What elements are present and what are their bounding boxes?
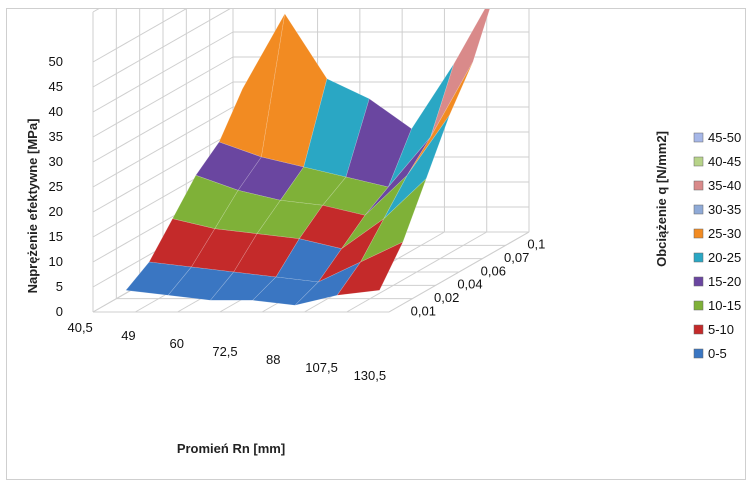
x-tick-label: 40,5 — [67, 320, 92, 335]
z-tick-label: 35 — [49, 129, 63, 144]
y-tick-label: 0,06 — [481, 263, 506, 278]
z-tick-label: 50 — [49, 54, 63, 69]
legend-item: 35-40 — [694, 178, 741, 193]
x-tick-label: 130,5 — [354, 368, 387, 383]
surface-chart: 0 5 10 15 20 25 30 35 40 45 50 40,5 49 60 72,5 88 107,5… — [7, 9, 747, 481]
z-tick-label: 30 — [49, 154, 63, 169]
legend-label: 5-10 — [708, 322, 734, 337]
chart-frame: 0 5 10 15 20 25 30 35 40 45 50 40,5 49 60 72,5 88 107,5… — [6, 8, 746, 480]
legend-item: 40-45 — [694, 154, 741, 169]
legend-swatch — [694, 181, 703, 190]
legend-swatch — [694, 133, 703, 142]
legend-swatch — [694, 325, 703, 334]
x-axis-title: Promień Rn [mm] — [177, 441, 285, 456]
legend: 45-50 40-45 35-40 30-35 25-30 20-25 15-20 10-15… — [694, 130, 741, 361]
legend-label: 40-45 — [708, 154, 741, 169]
y-tick-label: 0,07 — [504, 250, 529, 265]
y-tick-label: 0,02 — [434, 290, 459, 305]
legend-label: 10-15 — [708, 298, 741, 313]
z-axis-title: Naprężenie efektywne [MPa] — [25, 119, 40, 294]
legend-item: 20-25 — [694, 250, 741, 265]
y-tick-label: 0,1 — [527, 237, 545, 252]
x-tick-label: 72,5 — [212, 344, 237, 359]
legend-item: 25-30 — [694, 226, 741, 241]
legend-item: 15-20 — [694, 274, 741, 289]
x-tick-labels: 40,5 49 60 72,5 88 107,5 130,5 — [67, 320, 386, 383]
legend-label: 30-35 — [708, 202, 741, 217]
legend-item: 5-10 — [694, 322, 734, 337]
legend-label: 20-25 — [708, 250, 741, 265]
x-tick-label: 60 — [169, 336, 183, 351]
z-tick-labels: 0 5 10 15 20 25 30 35 40 45 50 — [49, 54, 63, 319]
legend-swatch — [694, 205, 703, 214]
z-tick-label: 20 — [49, 204, 63, 219]
legend-label: 35-40 — [708, 178, 741, 193]
y-tick-label: 0,01 — [411, 303, 436, 318]
legend-swatch — [694, 277, 703, 286]
z-tick-label: 45 — [49, 79, 63, 94]
x-tick-label: 107,5 — [305, 360, 338, 375]
legend-label: 25-30 — [708, 226, 741, 241]
z-tick-label: 25 — [49, 179, 63, 194]
legend-item: 0-5 — [694, 346, 727, 361]
legend-item: 30-35 — [694, 202, 741, 217]
z-tick-label: 5 — [56, 279, 63, 294]
legend-label: 15-20 — [708, 274, 741, 289]
x-tick-label: 88 — [266, 352, 280, 367]
legend-swatch — [694, 301, 703, 310]
legend-swatch — [694, 253, 703, 262]
z-tick-label: 10 — [49, 254, 63, 269]
legend-label: 0-5 — [708, 346, 727, 361]
legend-label: 45-50 — [708, 130, 741, 145]
z-tick-label: 0 — [56, 304, 63, 319]
z-tick-label: 40 — [49, 104, 63, 119]
legend-swatch — [694, 229, 703, 238]
legend-swatch — [694, 349, 703, 358]
y-tick-label: 0,04 — [457, 277, 482, 292]
legend-swatch — [694, 157, 703, 166]
x-tick-label: 49 — [121, 328, 135, 343]
legend-item: 45-50 — [694, 130, 741, 145]
y-axis-title: Obciążenie q [N/mm2] — [654, 131, 669, 267]
legend-item: 10-15 — [694, 298, 741, 313]
z-tick-label: 15 — [49, 229, 63, 244]
y-tick-labels: 0,010,020,040,060,070,1 — [411, 237, 546, 319]
